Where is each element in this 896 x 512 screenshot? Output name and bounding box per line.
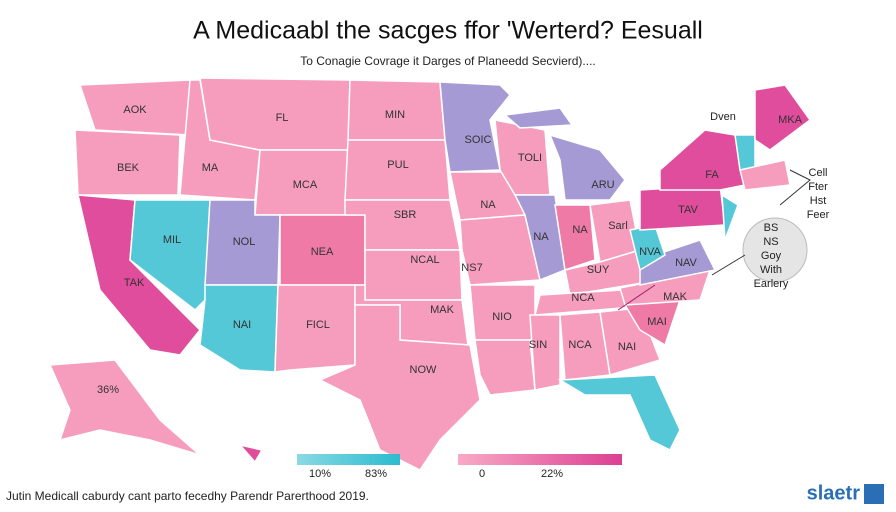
state-label: SOIC	[465, 134, 492, 146]
state	[754, 84, 812, 151]
state-label: NOL	[233, 236, 256, 248]
callout-line	[779, 169, 811, 206]
state	[739, 159, 791, 191]
legend-label: 83%	[365, 468, 387, 480]
state-label: TAK	[124, 277, 145, 289]
state	[529, 314, 561, 391]
callout-circle	[742, 217, 808, 283]
state-label: MKA	[778, 114, 803, 126]
state-label: MCA	[293, 179, 318, 191]
state-label: NA	[533, 231, 549, 243]
state-label: NS7	[461, 262, 482, 274]
legend-bar	[297, 454, 400, 465]
state-label: NA	[572, 224, 588, 236]
state-label: FICL	[306, 319, 330, 331]
state-label: FL	[276, 112, 289, 124]
callout-text: Earlery	[754, 278, 789, 290]
state	[474, 339, 536, 396]
state-label: MAK	[663, 291, 688, 303]
state-label: Sarl	[608, 220, 628, 232]
title: A Medicaabl the sacges ffor 'Werterd? Ee…	[193, 17, 703, 45]
state-label: MA	[202, 162, 219, 174]
legend-label: 10%	[309, 468, 331, 480]
state-label: NA	[480, 199, 496, 211]
state	[274, 284, 356, 373]
state-label: NCA	[571, 292, 595, 304]
state	[557, 374, 681, 452]
callout-text: Fter	[808, 181, 828, 193]
state-label: NVA	[639, 246, 661, 258]
state	[129, 199, 211, 311]
callout-line	[711, 254, 746, 276]
source: Jutin Medicall caburdy cant parto fecedh…	[6, 489, 369, 503]
state	[659, 129, 746, 191]
logo-icon	[864, 484, 884, 504]
state-label: NOW	[410, 364, 438, 376]
state	[721, 193, 739, 241]
callout-text: Feer	[807, 209, 830, 221]
state-label: 36%	[97, 384, 119, 396]
state-labels: AOK FL MIN BEK MA SOIC TOLI PUL MCA ARU FA TAV SBR MI…	[97, 104, 803, 396]
callout-circle-text: BS NS Goy With Earlery	[754, 222, 789, 290]
state-label: BEK	[117, 162, 140, 174]
callout-text: With	[760, 264, 782, 276]
state-label: MAK	[430, 304, 455, 316]
state-label: MIN	[385, 109, 405, 121]
state	[548, 133, 626, 201]
callout-line	[617, 284, 656, 311]
callout-text: NS	[763, 236, 778, 248]
state	[318, 304, 481, 471]
state-label: ARU	[591, 179, 614, 191]
state-label: MIL	[163, 234, 181, 246]
state-label: TAV	[678, 204, 698, 216]
state-label: NAI	[618, 341, 636, 353]
state-label: TOLI	[518, 152, 542, 164]
state-label: MAI	[647, 316, 667, 328]
subtitle: To Conagie Covrage it Darges of Planeedd…	[300, 54, 596, 68]
state	[513, 194, 566, 282]
state	[439, 81, 512, 173]
state-label: SIN	[529, 339, 547, 351]
state	[554, 204, 596, 271]
state-label: NCAL	[410, 254, 439, 266]
state-label: NAV	[675, 257, 697, 269]
callout-text: BS	[764, 222, 779, 234]
state	[459, 214, 541, 286]
state	[639, 239, 717, 286]
legend-label: 0	[479, 468, 485, 480]
callout-text: Goy	[761, 250, 782, 262]
state	[74, 129, 181, 196]
callout: Dven	[710, 111, 736, 123]
callout-side: Cell Fter Hst Feer	[807, 167, 830, 221]
state-label: SUY	[587, 264, 610, 276]
state-label: SBR	[394, 209, 417, 221]
state-label: NEA	[311, 246, 334, 258]
state-label: NAI	[233, 319, 251, 331]
state-label: PUL	[387, 159, 408, 171]
state	[48, 359, 201, 456]
state-label: NCA	[568, 339, 592, 351]
state-label: AOK	[123, 104, 147, 116]
legend-bar	[458, 454, 622, 465]
callout-text: Hst	[810, 195, 827, 207]
map	[48, 77, 812, 471]
logo: slaetr	[807, 482, 861, 504]
state-label: FA	[705, 169, 719, 181]
state-label: NIO	[492, 311, 512, 323]
state	[237, 443, 264, 464]
state	[503, 107, 574, 129]
callout-text: Cell	[809, 167, 828, 179]
legend-label: 22%	[541, 468, 563, 480]
